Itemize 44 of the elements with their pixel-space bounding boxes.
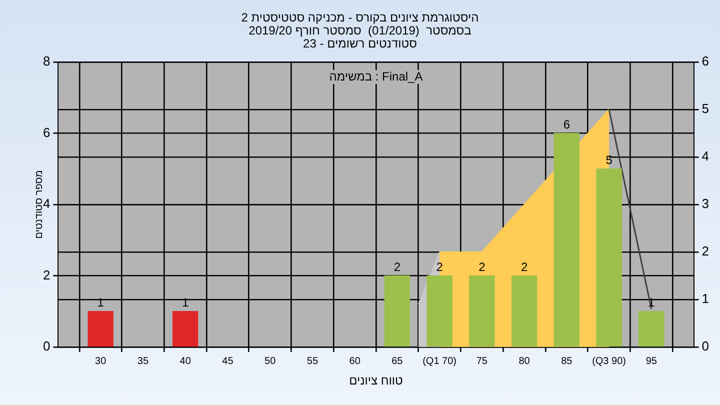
x-tick-label: 65 [392,356,404,367]
x-tick-label: 30 [95,356,107,367]
bar [596,168,622,347]
x-tick-label: 35 [137,356,149,367]
y2-tick-label: 5 [702,101,710,116]
x-axis-title: טווח ציונים [349,373,404,388]
data-label: 2 [478,260,486,274]
x-tick-label: 80 [518,356,530,367]
bar [469,275,495,347]
bar [638,311,664,347]
x-tick-label: 95 [646,356,658,367]
bar [511,275,538,347]
chart-title: היסטוגרמת ציונים בקורס - מכניקה סטטיסטית 2 [241,10,479,24]
chart-subtitle: בסמסטר (01/2019) סמסטר חורף 2019/20 סטודנטים רשומים - 23 [248,23,472,50]
data-label: 5 [606,153,613,168]
y-tick-label: 0 [42,338,50,354]
y2-tick-label: 4 [702,148,710,164]
y-tick-label: 4 [42,196,50,212]
data-label: 6 [563,118,570,132]
x-tick-label: 45 [222,356,234,367]
data-label: 2 [436,260,444,274]
x-tick-label: (Q3 90) [592,356,626,367]
y2-tick-label: 1 [702,291,710,306]
bar [172,311,198,347]
x-tick-label: 75 [476,356,488,367]
y-tick-label: 6 [42,124,50,140]
y-tick-label: 2 [42,267,50,282]
y2-tick-label: 2 [702,244,710,259]
x-tick-label: 40 [180,356,192,367]
x-tick-label: 60 [349,356,361,367]
y2-tick-label: 3 [702,196,710,212]
data-label: 2 [520,260,528,274]
x-tick-label: (Q1 70) [422,356,457,367]
y2-tick-label: 6 [702,54,710,69]
x-tick-label: 55 [306,356,318,367]
annotation: Final_A : במשימה [329,69,423,84]
y2-tick-label: 0 [702,338,710,354]
data-label: 2 [394,260,401,274]
y-tick-label: 8 [42,54,50,69]
x-tick-label: 50 [264,356,276,367]
bar [554,132,580,347]
bar [384,275,410,347]
x-tick-label: 85 [561,356,573,367]
bar [88,311,114,347]
